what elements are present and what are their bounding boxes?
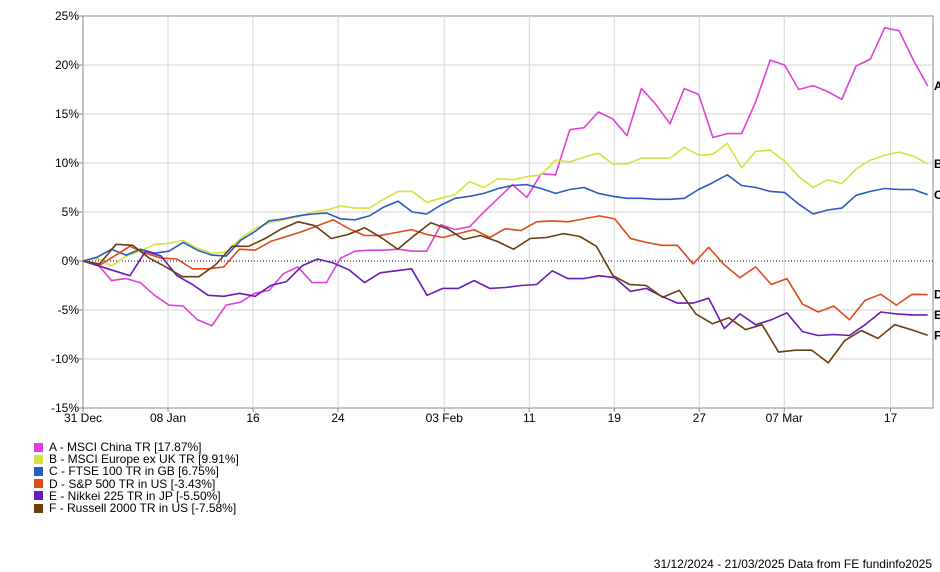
legend-label: C - FTSE 100 TR in GB [6.75%]	[49, 464, 219, 479]
x-tick-label: 19	[608, 411, 622, 425]
legend-item: A - MSCI China TR [17.87%]	[34, 441, 239, 453]
legend-item: E - Nikkei 225 TR in JP [-5.50%]	[34, 490, 239, 502]
legend-item: D - S&P 500 TR in US [-3.43%]	[34, 476, 239, 491]
end-label-a: A	[934, 79, 940, 93]
series-end-labels: A B C DEF	[934, 79, 940, 342]
end-label-f: F	[934, 328, 940, 342]
legend-swatch	[34, 491, 43, 501]
legend: A - MSCI China TR [17.87%] B - MSCI Europ…	[34, 441, 239, 514]
legend-label: D - S&P 500 TR in US [-3.43%]	[49, 476, 216, 491]
grid-lines	[83, 16, 933, 408]
series-line-e	[82, 250, 928, 337]
legend-swatch	[34, 479, 43, 489]
series-line-a	[82, 26, 929, 327]
y-axis-ticks: 25% 20% 15% 10% 5% 0% -5% -10% -15%	[51, 9, 83, 415]
y-tick-label: 20%	[55, 58, 79, 72]
legend-swatch	[34, 503, 43, 513]
legend-swatch	[34, 466, 43, 476]
x-tick-label: 11	[523, 411, 536, 425]
y-tick-label: -5%	[58, 303, 80, 317]
series-line-d	[82, 215, 928, 321]
legend-item: F - Russell 2000 TR in US [-7.58%]	[34, 502, 239, 514]
x-tick-label: 31 Dec	[64, 411, 102, 425]
legend-label: E - Nikkei 225 TR in JP [-5.50%]	[49, 488, 221, 503]
series-line-b	[82, 142, 929, 267]
legend-item: B - MSCI Europe ex UK TR [9.91%]	[34, 453, 239, 465]
legend-label: F - Russell 2000 TR in US [-7.58%]	[49, 500, 237, 515]
x-tick-label: 27	[693, 411, 707, 425]
series-line-f	[82, 221, 928, 364]
series-lines	[82, 26, 929, 364]
x-tick-label: 08 Jan	[150, 411, 186, 425]
x-tick-label: 03 Feb	[426, 411, 464, 425]
y-tick-label: 15%	[55, 107, 79, 121]
y-tick-label: 10%	[55, 156, 79, 170]
end-label-c: C	[934, 188, 940, 202]
footer-note: 31/12/2024 - 21/03/2025 Data from FE fun…	[653, 557, 932, 571]
legend-swatch	[34, 454, 43, 464]
x-tick-label: 17	[884, 411, 898, 425]
y-tick-label: 0%	[62, 254, 80, 268]
x-tick-label: 07 Mar	[766, 411, 803, 425]
x-tick-label: 24	[331, 411, 345, 425]
legend-swatch	[34, 442, 43, 452]
legend-label: A - MSCI China TR [17.87%]	[49, 440, 202, 454]
x-tick-label: 16	[246, 411, 260, 425]
x-axis-ticks: 31 Dec 08 Jan 16 24 03 Feb 11 19 27 07 Mar 17	[64, 408, 898, 425]
legend-label: B - MSCI Europe ex UK TR [9.91%]	[49, 452, 239, 467]
y-tick-label: 5%	[62, 205, 80, 219]
y-tick-label: 25%	[55, 9, 79, 23]
y-tick-label: -10%	[51, 352, 79, 366]
y-tick-label: -15%	[51, 401, 79, 415]
end-label-b: B	[934, 157, 940, 171]
legend-item: C - FTSE 100 TR in GB [6.75%]	[34, 464, 239, 479]
end-label-e: E	[934, 308, 940, 322]
end-label-d: D	[934, 288, 940, 302]
